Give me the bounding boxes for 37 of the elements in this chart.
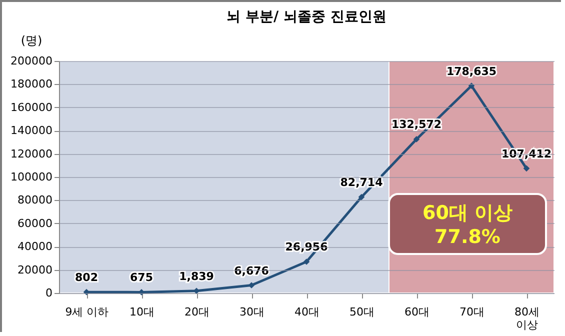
band-label: 60대 이상 77.8% [421,201,514,249]
point [248,282,255,288]
y-tick-label: 180000 [10,78,52,91]
point [358,194,365,200]
data-label: 178,635 [446,64,497,78]
y-tick-label: 100000 [10,170,52,184]
x-tick-label: 9세 이하 [65,306,109,318]
y-tick-label: 60000 [18,216,52,230]
x-tick-label: 20대 [184,306,210,318]
point [413,136,420,142]
y-tick-label: 160000 [10,100,52,114]
x-tick-label: 50대 [350,306,374,318]
y-tick-label: 200000 [10,54,52,68]
point [468,82,475,89]
y-tick-label: 120000 [10,147,52,160]
chart-title: 뇌 부분/ 뇌졸중 진료인원 [226,9,386,25]
y-tick-label: 80000 [18,194,52,207]
x-tick-label: 40대 [294,306,320,318]
x-tick-label: 80세 이상 [514,306,540,332]
point [303,258,310,265]
y-tick-label: 0 [46,286,52,300]
x-tick-label: 10대 [130,306,154,318]
data-label: 26,956 [285,240,328,254]
point [193,288,200,294]
y-tick-label: 40000 [18,240,52,254]
data-label: 1,839 [179,270,214,283]
data-label: 675 [130,271,153,284]
callout-box: 60대 이상 77.8% [388,193,548,255]
y-axis-title: (명) [20,34,42,48]
x-tick-label: 30대 [240,306,264,318]
x-tick-label: 60대 [404,306,430,318]
y-tick-label: 140000 [10,124,52,138]
data-label: 6,676 [234,264,270,278]
x-tick-label: 70대 [460,306,484,318]
y-tick-label: 20000 [18,263,52,276]
data-label: 802 [75,271,98,284]
point [523,165,530,172]
